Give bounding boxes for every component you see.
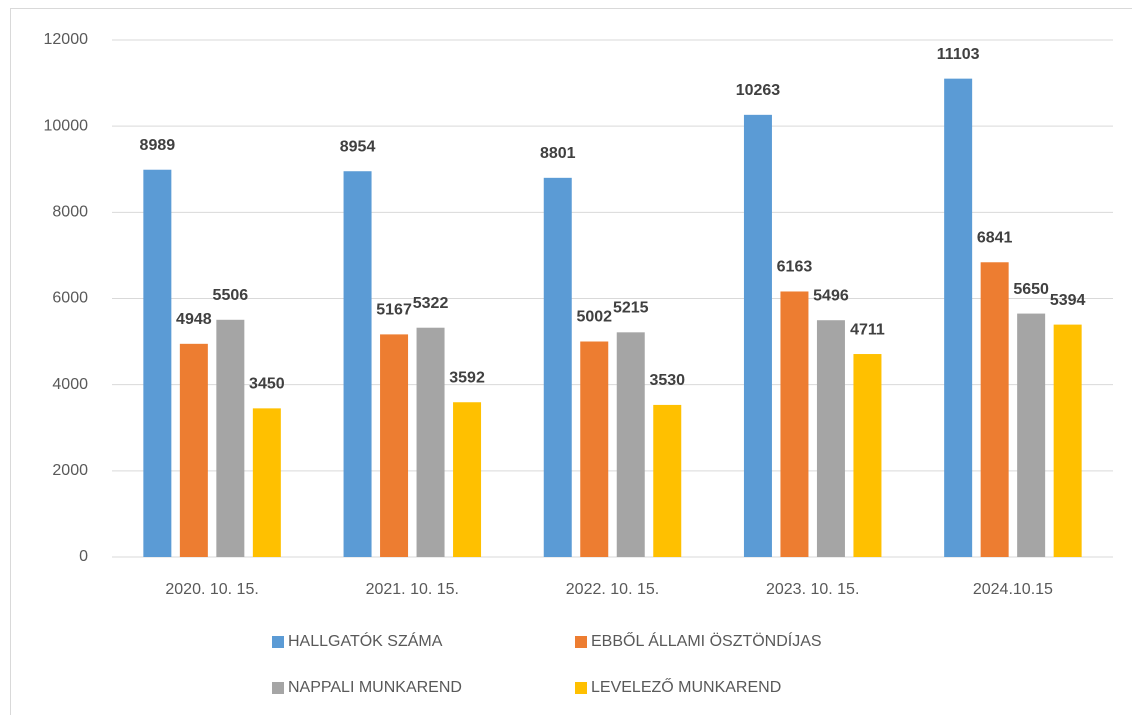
bar [1017, 313, 1046, 557]
bar [743, 114, 772, 557]
legend-label: NAPPALI MUNKAREND [288, 679, 462, 696]
legend-swatch [575, 682, 587, 694]
value-label: 8954 [340, 138, 376, 155]
x-tick-label: 2022. 10. 15. [566, 581, 659, 598]
legend-label: HALLGATÓK SZÁMA [288, 631, 443, 650]
bar [179, 343, 208, 557]
value-label: 10263 [736, 82, 781, 99]
bar [343, 171, 372, 558]
legend-label: LEVELEZŐ MUNKAREND [591, 677, 781, 696]
value-label: 3592 [449, 369, 485, 386]
value-label: 6841 [977, 229, 1013, 246]
y-tick-label: 6000 [52, 290, 88, 307]
value-label: 5650 [1013, 281, 1049, 298]
value-label: 5002 [576, 309, 612, 326]
bar [1053, 324, 1082, 557]
bar [616, 332, 645, 557]
bar [380, 334, 409, 557]
bar [543, 177, 572, 557]
x-tick-label: 2021. 10. 15. [366, 581, 459, 598]
legend-swatch [272, 636, 284, 648]
value-label: 11103 [937, 46, 980, 63]
value-label: 3530 [649, 372, 685, 389]
value-label: 4711 [850, 321, 885, 338]
bar [216, 319, 245, 557]
value-label: 8989 [140, 137, 176, 154]
x-tick-label: 2023. 10. 15. [766, 581, 859, 598]
bar [853, 354, 882, 557]
y-tick-label: 12000 [44, 31, 89, 48]
value-label: 3450 [249, 376, 285, 393]
bar [980, 262, 1009, 557]
y-tick-label: 4000 [52, 376, 88, 393]
bar [143, 169, 172, 557]
legend-swatch [272, 682, 284, 694]
value-label: 4948 [176, 311, 212, 328]
chart-border [10, 8, 1132, 715]
y-tick-label: 2000 [52, 462, 88, 479]
bar [944, 78, 973, 557]
x-tick-label: 2020. 10. 15. [165, 581, 258, 598]
value-label: 5496 [813, 287, 849, 304]
value-label: 5215 [613, 300, 649, 317]
y-tick-label: 0 [79, 548, 88, 565]
x-tick-label: 2024.10.15 [973, 581, 1053, 598]
bar [416, 327, 445, 557]
value-label: 5506 [213, 287, 249, 304]
bar [252, 408, 281, 557]
legend-swatch [575, 636, 587, 648]
bar [580, 341, 609, 557]
bar [453, 402, 482, 557]
bar [653, 404, 682, 557]
y-tick-label: 10000 [44, 117, 89, 134]
value-label: 5394 [1050, 292, 1086, 309]
y-tick-label: 8000 [52, 204, 88, 221]
value-label: 6163 [777, 259, 813, 276]
value-label: 8801 [540, 145, 576, 162]
bar [780, 291, 809, 557]
bar [816, 320, 845, 557]
value-label: 5322 [413, 295, 449, 312]
legend-label: EBBŐL ÁLLAMI ÖSZTÖNDÍJAS [591, 631, 822, 650]
value-label: 5167 [376, 302, 412, 319]
